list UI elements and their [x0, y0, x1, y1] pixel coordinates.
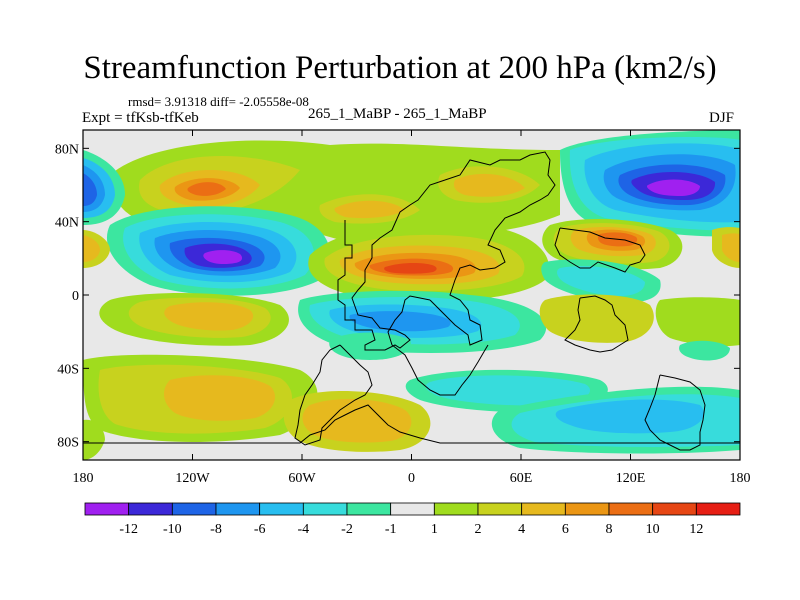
colorbar-swatch: [259, 502, 304, 516]
colorbar-label: 8: [606, 522, 613, 537]
colorbar-swatch: [695, 502, 741, 516]
colorbar-swatch: [477, 502, 523, 516]
colorbar-swatch: [128, 502, 173, 516]
lon-tick-label: 120W: [175, 471, 210, 486]
colorbar-label: 6: [562, 522, 569, 537]
experiment-label: Expt = tfKsb-tfKeb: [82, 110, 199, 126]
lat-tick-label: 80N: [55, 142, 79, 157]
colorbar-label: -6: [254, 522, 266, 537]
colorbar-swatch: [171, 502, 217, 516]
outline-asia-east: [554, 227, 646, 273]
colorbar-swatch: [215, 502, 261, 516]
case-label: 265_1_MaBP - 265_1_MaBP: [308, 106, 487, 122]
colorbar-label: 10: [646, 522, 660, 537]
colorbar-swatch: [564, 502, 610, 516]
contour-field: [83, 130, 740, 460]
colorbar-swatch: [390, 502, 435, 516]
colorbar-label: -10: [163, 522, 182, 537]
lat-tick-label: 40S: [57, 362, 79, 377]
outline-africa: [387, 295, 489, 396]
colorbar-label: -1: [385, 522, 397, 537]
lon-tick-label: 120E: [616, 471, 646, 486]
lat-tick-label: 80S: [57, 436, 79, 451]
colorbar-label: -2: [341, 522, 353, 537]
colorbar-label: 12: [689, 522, 703, 537]
lon-tick-label: 180: [73, 471, 94, 486]
outline-maritime: [564, 295, 629, 353]
colorbar-swatch: [302, 502, 348, 516]
colorbar-label: 1: [431, 522, 438, 537]
lon-tick-label: 60E: [510, 471, 533, 486]
colorbar-swatch: [521, 502, 566, 516]
colorbar-swatch: [84, 502, 130, 516]
map-axes: 80N 40N 0 40S 80S 180 120W 60W 0 60E 120E 180: [55, 130, 751, 486]
outline-south-america: [294, 344, 373, 446]
lon-tick-label: 180: [730, 471, 751, 486]
outline-north-america: [337, 179, 446, 351]
colorbar-label: -8: [210, 522, 222, 537]
outline-eurasia: [429, 151, 556, 346]
plot-title: Streamfunction Perturbation at 200 hPa (…: [83, 50, 717, 86]
lat-tick-label: 40N: [55, 216, 79, 231]
colorbar: -12 -10 -8 -6 -4 -2 -1 1 2 4 6 8 10 12: [84, 502, 741, 537]
continent-outlines: [83, 151, 740, 451]
colorbar-label: -12: [119, 522, 138, 537]
colorbar-swatch: [346, 502, 392, 516]
stats-text: rmsd= 3.91318 diff= -2.05558e-08: [128, 94, 309, 109]
colorbar-label: 2: [475, 522, 482, 537]
outline-antarctica: [83, 404, 740, 444]
colorbar-swatch: [433, 502, 479, 516]
colorbar-label: -4: [297, 522, 309, 537]
outline-australia: [644, 374, 706, 451]
lon-tick-label: 60W: [288, 471, 316, 486]
colorbar-swatch: [608, 502, 654, 516]
season-label: DJF: [709, 110, 735, 126]
colorbar-swatch: [652, 502, 697, 516]
lon-tick-label: 0: [408, 471, 415, 486]
lat-tick-label: 0: [72, 289, 79, 304]
colorbar-label: 4: [518, 522, 525, 537]
